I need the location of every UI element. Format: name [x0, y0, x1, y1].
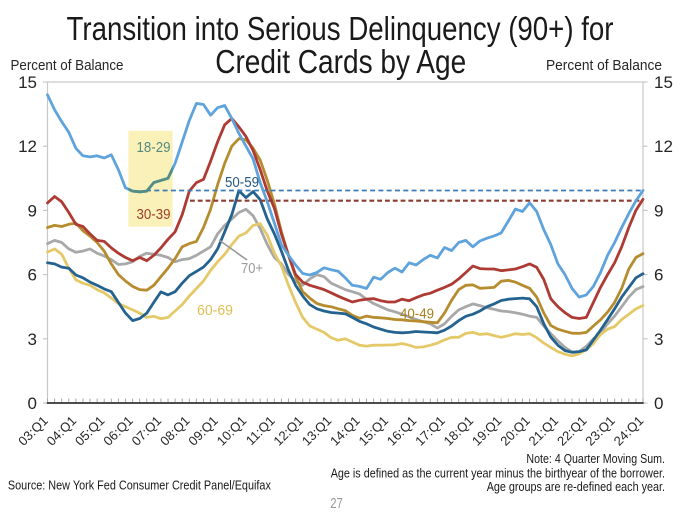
svg-text:20:Q1: 20:Q1	[497, 413, 533, 449]
svg-text:60-69: 60-69	[197, 302, 233, 319]
svg-text:50-59: 50-59	[225, 174, 259, 191]
svg-text:19:Q1: 19:Q1	[469, 413, 505, 449]
svg-text:15:Q1: 15:Q1	[355, 413, 391, 449]
svg-text:Percent of Balance: Percent of Balance	[11, 57, 124, 74]
svg-text:04:Q1: 04:Q1	[44, 413, 80, 449]
svg-text:Percent of Balance: Percent of Balance	[546, 57, 662, 74]
svg-text:12: 12	[654, 137, 673, 156]
svg-text:11:Q1: 11:Q1	[243, 413, 278, 448]
svg-text:15: 15	[18, 73, 37, 92]
svg-text:Note: 4 Quarter Moving Sum.: Note: 4 Quarter Moving Sum.	[526, 452, 665, 466]
svg-text:9: 9	[654, 201, 663, 220]
svg-text:14:Q1: 14:Q1	[327, 413, 363, 449]
svg-text:08:Q1: 08:Q1	[157, 413, 193, 449]
svg-text:15: 15	[654, 73, 673, 92]
svg-text:13:Q1: 13:Q1	[299, 413, 335, 449]
svg-text:07:Q1: 07:Q1	[129, 413, 165, 449]
svg-text:06:Q1: 06:Q1	[100, 413, 136, 449]
svg-text:21:Q1: 21:Q1	[526, 413, 562, 449]
svg-text:6: 6	[28, 266, 37, 285]
svg-text:27: 27	[330, 496, 343, 512]
svg-text:16:Q1: 16:Q1	[384, 413, 420, 449]
svg-text:18-29: 18-29	[137, 139, 171, 156]
svg-text:Credit Cards by Age: Credit Cards by Age	[215, 44, 466, 81]
svg-text:10:Q1: 10:Q1	[214, 413, 250, 449]
svg-text:0: 0	[28, 394, 37, 413]
svg-text:12:Q1: 12:Q1	[270, 413, 306, 449]
svg-text:22:Q1: 22:Q1	[554, 413, 590, 449]
svg-text:3: 3	[28, 330, 37, 349]
svg-text:12: 12	[18, 137, 37, 156]
svg-text:Transition into Serious Delinq: Transition into Serious Delinquency (90+…	[67, 11, 614, 48]
svg-text:0: 0	[654, 394, 663, 413]
svg-text:3: 3	[654, 330, 663, 349]
svg-text:9: 9	[28, 201, 37, 220]
svg-text:17:Q1: 17:Q1	[412, 413, 448, 449]
svg-text:30-39: 30-39	[137, 206, 171, 223]
svg-text:05:Q1: 05:Q1	[72, 413, 108, 449]
svg-text:24:Q1: 24:Q1	[611, 413, 647, 449]
svg-text:40-49: 40-49	[400, 306, 434, 323]
svg-text:Source: New York Fed Consumer: Source: New York Fed Consumer Credit Pan…	[8, 478, 271, 493]
svg-text:23:Q1: 23:Q1	[582, 413, 618, 449]
svg-text:18:Q1: 18:Q1	[441, 413, 477, 449]
svg-text:Age is defined as the current: Age is defined as the current year minus…	[331, 466, 665, 480]
svg-text:Age groups are re-defined each: Age groups are re-defined each year.	[487, 480, 665, 494]
svg-text:70+: 70+	[241, 260, 263, 277]
svg-text:09:Q1: 09:Q1	[185, 413, 221, 449]
svg-text:03:Q1: 03:Q1	[15, 413, 51, 449]
svg-text:6: 6	[654, 266, 663, 285]
